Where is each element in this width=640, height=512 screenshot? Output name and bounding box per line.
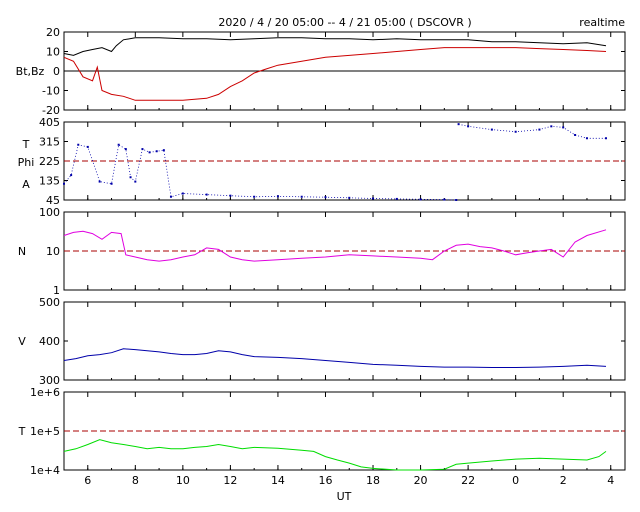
series-bz (63, 47, 607, 101)
data-point-phi (419, 198, 422, 201)
data-point-phi (229, 194, 232, 197)
series-phi-high (458, 123, 606, 139)
y-tick-label: 300 (39, 374, 60, 387)
data-point-phi (98, 180, 101, 183)
y-tick-label: 500 (39, 296, 60, 309)
y-tick-label: -10 (42, 85, 60, 98)
x-tick-label: 20 (414, 474, 428, 487)
y-tick-label: 1e+6 (30, 386, 60, 399)
data-point-phi (124, 148, 127, 151)
y-tick-label: 315 (39, 136, 60, 149)
x-tick-label: 16 (318, 474, 332, 487)
panel-frame (63, 301, 626, 381)
panel-theta-phi: 405 315 225 135 45 T Phi A (18, 116, 626, 207)
x-tick-label: 8 (132, 474, 139, 487)
data-point-phi (181, 192, 184, 195)
data-point-phi (148, 151, 151, 154)
panel-magnetic-field: 20 10 0 -10 -20 Bt,Bz (16, 26, 626, 117)
data-point-phi-high (604, 137, 607, 140)
data-point-phi (155, 150, 158, 153)
y-tick-label: 10 (46, 46, 60, 59)
x-tick-label: 10 (176, 474, 190, 487)
panel-temperature: 1e+6 1e+5 1e+4 T 6 8 10 12 14 16 18 20 22 0 2 4 (18, 386, 626, 487)
data-point-phi-high (574, 134, 577, 136)
data-point-phi-high (457, 123, 460, 126)
data-point-phi (86, 145, 89, 148)
y-axis-label: Phi (18, 156, 35, 169)
y-tick-label: 225 (39, 155, 60, 168)
y-axis-label: Bt,Bz (16, 65, 45, 78)
y-tick-label: 1e+4 (30, 464, 60, 477)
y-tick-label: 1e+5 (30, 425, 60, 438)
data-point-phi (162, 149, 165, 152)
series-phi (63, 144, 457, 201)
x-tick-label: 0 (512, 474, 519, 487)
y-tick-label: 135 (39, 175, 60, 188)
data-point-phi (117, 143, 120, 146)
realtime-label: realtime (579, 16, 625, 29)
y-tick-label: 405 (39, 116, 60, 129)
data-point-phi (253, 195, 256, 198)
x-tick-label: 22 (461, 474, 475, 487)
y-tick-label: 1 (53, 284, 60, 297)
y-tick-label: -20 (42, 104, 60, 117)
y-tick-label: 45 (46, 194, 60, 207)
y-axis-label: V (18, 335, 26, 348)
y-axis-label: T (22, 138, 30, 151)
data-point-phi (395, 197, 398, 200)
y-tick-label: 20 (46, 26, 60, 39)
x-tick-label: 14 (271, 474, 285, 487)
data-point-phi (455, 199, 458, 201)
data-point-phi (110, 182, 113, 185)
x-tick-label: 12 (223, 474, 237, 487)
panel-velocity: 500 400 300 V (18, 296, 626, 387)
series-density (63, 229, 607, 262)
data-point-phi (372, 197, 375, 200)
data-point-phi (141, 148, 144, 151)
y-tick-label: 10 (46, 245, 60, 258)
x-tick-label: 18 (366, 474, 380, 487)
chart-title: 2020 / 4 / 20 05:00 -- 4 / 21 05:00 ( DS… (218, 16, 471, 29)
data-point-phi (70, 174, 73, 177)
y-tick-label: 400 (39, 335, 60, 348)
y-axis-label: N (18, 245, 26, 258)
data-point-phi (205, 193, 208, 196)
data-point-phi (443, 198, 446, 201)
y-axis-label: A (22, 178, 30, 191)
x-tick-label: 6 (84, 474, 91, 487)
x-axis-label: UT (337, 490, 352, 503)
series-velocity (63, 348, 607, 368)
series-temperature (63, 439, 607, 471)
data-point-phi (169, 195, 172, 198)
x-tick-label: 4 (607, 474, 614, 487)
series-bt (63, 37, 607, 56)
panels: 20100-10-20Bt,Bz40531522513545TPhiA10010… (16, 26, 626, 487)
x-tick-label: 2 (560, 474, 567, 487)
panel-density: 100 10 1 N (18, 206, 626, 297)
y-tick-label: 100 (39, 206, 60, 219)
y-tick-label: 0 (53, 65, 60, 78)
y-axis-label: T (18, 425, 26, 438)
